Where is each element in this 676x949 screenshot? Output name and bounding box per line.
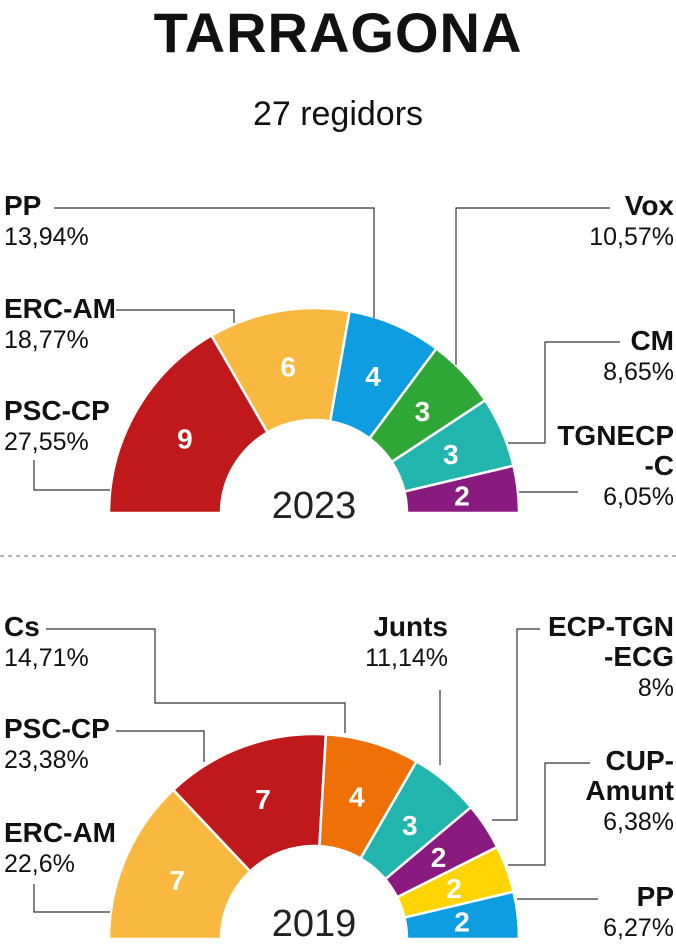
slice-cm — [402, 464, 521, 515]
seat-count-label: 4 — [365, 361, 381, 392]
seat-count-label: 2 — [431, 842, 447, 873]
party-percent-label: 10,57% — [589, 223, 674, 251]
leader-line — [508, 762, 590, 866]
leader-line — [492, 628, 540, 821]
seat-count-label: 7 — [169, 865, 185, 896]
slice-psc-cp — [107, 333, 270, 515]
seat-count-label: 2 — [446, 873, 462, 904]
party-name-label: Cs — [4, 611, 40, 642]
leader-line — [116, 309, 235, 323]
party-name-label: ERC-AM — [4, 293, 116, 324]
party-percent-label: 14,71% — [4, 644, 89, 672]
leader-line — [33, 884, 110, 913]
seat-count-label: 9 — [177, 424, 193, 455]
party-name-label: PSC-CP — [4, 713, 110, 744]
party-percent-label: 6,27% — [603, 914, 674, 942]
party-name-label: Vox — [625, 190, 675, 221]
party-name-label: CUP- — [606, 745, 674, 776]
seat-count-label: 7 — [255, 784, 271, 815]
seat-count-label: 6 — [280, 351, 296, 382]
party-percent-label: 27,55% — [4, 428, 89, 456]
slice-pp — [402, 890, 521, 941]
party-name-label: TGNECP — [557, 420, 674, 451]
party-name-label: Junts — [373, 611, 448, 642]
leader-line — [116, 730, 205, 762]
leader-line — [455, 207, 610, 365]
year-label: 2019 — [272, 903, 357, 945]
page-title: TARRAGONA — [153, 1, 523, 64]
seat-count-label: 4 — [349, 781, 365, 812]
party-percent-label: 6,05% — [603, 483, 674, 511]
party-name-label: Amunt — [585, 775, 674, 806]
party-name-label: PP — [4, 190, 41, 221]
leader-line — [508, 341, 620, 444]
seat-count-label: 3 — [402, 810, 418, 841]
party-name-label: CM — [630, 325, 674, 356]
leader-line — [46, 628, 346, 733]
party-name-label: PP — [637, 881, 674, 912]
party-name-label: PSC-CP — [4, 395, 110, 426]
party-percent-label: 11,14% — [365, 644, 448, 672]
page-subtitle: 27 regidors — [252, 95, 424, 133]
party-percent-label: 13,94% — [4, 223, 89, 251]
party-percent-label: 22,6% — [4, 850, 75, 878]
party-percent-label: 23,38% — [4, 746, 89, 774]
party-name-label: -ECG — [604, 641, 674, 672]
seat-count-label: 2 — [454, 481, 470, 512]
leader-line — [54, 207, 375, 318]
party-percent-label: 6,38% — [603, 808, 674, 836]
party-name-label: ERC-AM — [4, 817, 116, 848]
leader-line — [33, 460, 110, 491]
seat-count-label: 3 — [415, 396, 431, 427]
party-percent-label: 18,77% — [4, 326, 89, 354]
party-percent-label: 8,65% — [603, 358, 674, 386]
party-name-label: ECP-TGN — [548, 611, 674, 642]
seat-count-label: 2 — [454, 907, 470, 938]
seat-count-label: 3 — [443, 439, 459, 470]
party-name-label: -C — [644, 450, 674, 481]
year-label: 2023 — [272, 485, 357, 527]
party-percent-label: 8% — [638, 674, 674, 702]
